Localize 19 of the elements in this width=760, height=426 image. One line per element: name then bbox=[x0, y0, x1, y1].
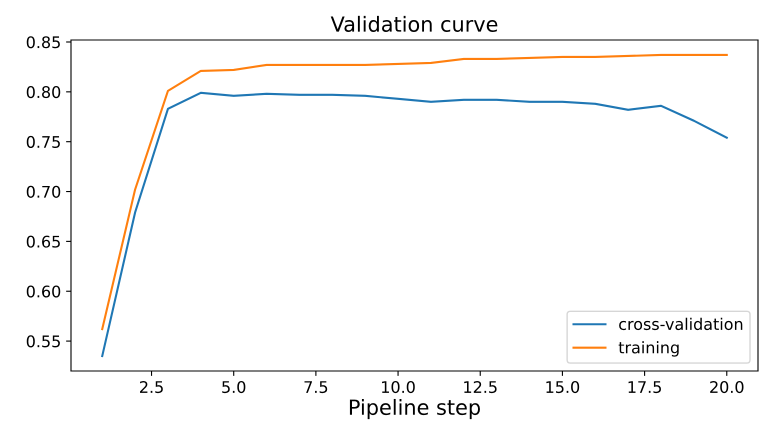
x-tick-label: 7.5 bbox=[304, 381, 328, 394]
x-tick-label: 17.5 bbox=[628, 381, 661, 394]
y-tick-label: 0.70 bbox=[26, 186, 60, 198]
y-tick-label: 0.80 bbox=[26, 86, 60, 98]
x-tick-label: 5.0 bbox=[222, 381, 246, 394]
y-tick-label: 0.60 bbox=[26, 285, 60, 298]
x-tick-label: 2.5 bbox=[140, 381, 163, 394]
y-tick-label: 0.75 bbox=[26, 136, 60, 148]
x-tick-label: 12.5 bbox=[464, 381, 497, 394]
legend-label: training bbox=[618, 341, 679, 357]
y-tick-label: 0.65 bbox=[26, 236, 60, 248]
x-axis-title: Pipeline step bbox=[350, 398, 480, 420]
chart-title: Validation curve bbox=[330, 16, 498, 32]
x-tick-label: 15.0 bbox=[546, 381, 580, 394]
y-tick-label: 0.55 bbox=[26, 335, 60, 348]
x-tick-label: 10.0 bbox=[382, 381, 415, 394]
legend-label: cross-validation bbox=[619, 318, 742, 330]
y-tick-label: 0.85 bbox=[26, 36, 60, 48]
x-tick-label: 20.0 bbox=[710, 381, 744, 394]
